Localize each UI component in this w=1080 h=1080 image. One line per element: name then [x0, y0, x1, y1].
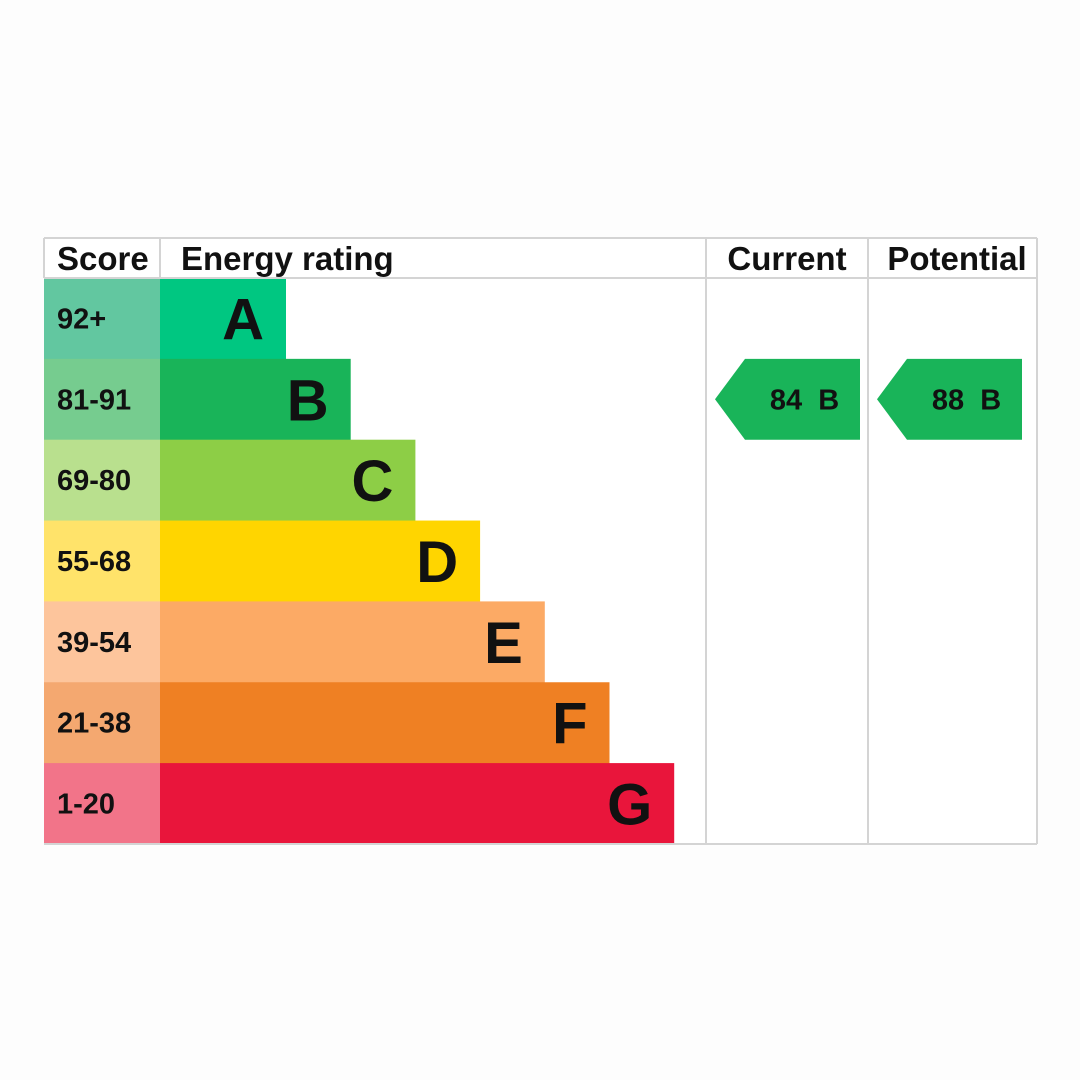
score-cell-e: [44, 601, 160, 683]
band-row-b: 81-91 B: [44, 358, 351, 441]
score-range-f: 21-38: [57, 708, 131, 740]
band-row-d: 55-68 D: [44, 520, 481, 602]
band-row-c: 69-80 C: [44, 439, 416, 522]
score-range-e: 39-54: [57, 627, 131, 659]
band-letter-g: G: [607, 773, 652, 838]
band-row-e: 39-54 E: [44, 601, 545, 683]
current-rating-pointer: 84 B: [715, 358, 860, 440]
header-score: Score: [57, 240, 149, 277]
band-letter-d: D: [416, 530, 458, 595]
band-row-f: 21-38 F: [44, 682, 610, 764]
score-cell-d: [44, 520, 160, 602]
header-energy-rating: Energy rating: [181, 240, 394, 277]
score-cell-f: [44, 682, 160, 764]
score-cell-b: [44, 358, 160, 441]
band-bar-e: [160, 601, 545, 683]
band-bar-f: [160, 682, 610, 764]
score-cell-a: [44, 278, 160, 360]
header-current: Current: [727, 240, 846, 277]
band-bar-d: [160, 520, 481, 602]
band-letter-f: F: [552, 692, 587, 757]
band-letter-c: C: [352, 449, 394, 514]
score-cell-c: [44, 439, 160, 522]
potential-pointer-shape: [877, 358, 1022, 440]
band-row-g: 1-20 G: [44, 763, 675, 845]
score-range-g: 1-20: [57, 789, 115, 821]
score-range-c: 69-80: [57, 465, 131, 497]
rating-pointers: 84 B 88 B: [715, 358, 1022, 440]
band-row-a: 92+ A: [44, 278, 286, 360]
score-range-b: 81-91: [57, 384, 131, 416]
band-bar-a: [160, 278, 286, 360]
band-bar-g: [160, 763, 675, 845]
band-bar-c: [160, 439, 416, 522]
score-range-d: 55-68: [57, 546, 131, 578]
rating-bands: 92+ A 81-91 B 69-80 C 55-68 D 39-54 E 21-38 F 1-20 G: [44, 278, 675, 845]
potential-rating-pointer: 88 B: [877, 358, 1022, 440]
band-bar-b: [160, 358, 351, 441]
band-letter-a: A: [222, 287, 264, 352]
potential-rating-label: 88 B: [932, 384, 1001, 416]
header-potential: Potential: [887, 240, 1026, 277]
current-pointer-shape: [715, 358, 860, 440]
score-range-a: 92+: [57, 303, 106, 335]
band-letter-e: E: [484, 611, 523, 676]
table-gridlines: [43, 237, 1038, 845]
score-cell-g: [44, 763, 160, 845]
current-rating-label: 84 B: [770, 384, 839, 416]
band-letter-b: B: [287, 368, 329, 433]
